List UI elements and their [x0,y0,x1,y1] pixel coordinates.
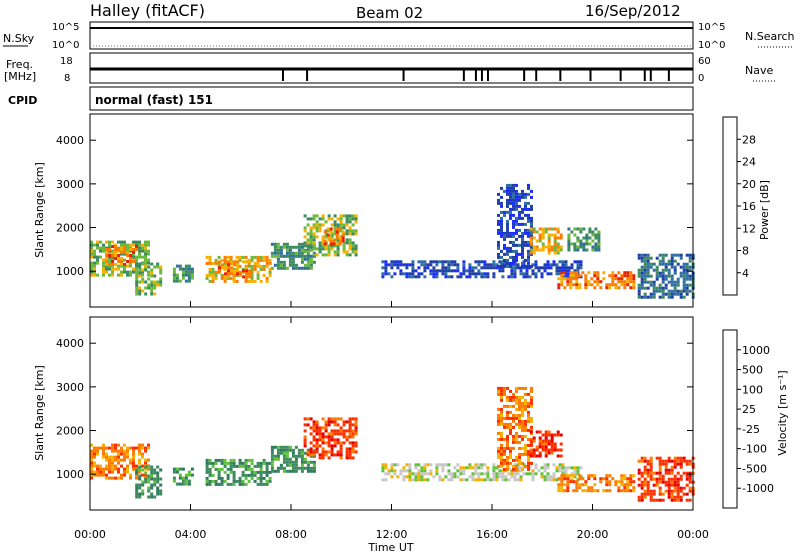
velocity-patch-2 [172,467,194,486]
nsky-label: N.Sky [3,32,35,45]
power-colorbar-tick-1: 8 [742,245,749,258]
power-colorbar-tick-0: 4 [742,267,749,280]
velocity-colorbar-tick-1: 500 [742,364,763,377]
power-patch-14 [637,253,695,299]
power-patch-2 [135,262,163,296]
power-patch-11 [529,227,563,255]
nsearch-label: N.Search [745,30,795,43]
velocity-patch-3 [205,458,272,486]
time-xlabel: Time UT [367,541,413,554]
freq-tick-bottom: 8 [64,73,70,84]
time-xtick-label-4: 16:00 [476,528,508,541]
date-title: 16/Sep/2012 [585,2,681,20]
power-patch-7 [303,214,358,257]
nsearch-tick-bottom: 10^0 [698,40,725,51]
velocity-patch-8 [529,430,563,458]
power-ytick-label-3: 4000 [56,134,84,147]
nave-tick-bottom: 0 [698,73,704,84]
time-xtick-label-0: 00:00 [74,528,106,541]
velocity-patch-1 [135,465,163,499]
velocity-patch-0 [90,443,150,480]
power-colorbar-tick-3: 16 [742,200,756,213]
velocity-ytick-label-2: 3000 [56,381,84,394]
power-patch-9 [381,260,583,279]
velocity-ytick-label-1: 2000 [56,425,84,438]
power-patch-5 [218,260,252,279]
nave-label: Nave [745,64,773,77]
power-colorbar-tick-4: 20 [742,178,756,191]
power-ylabel: Slant Range [km] [33,162,46,258]
cpid-label: CPID [8,94,37,107]
nsky-panel: N.Sky 10^5 10^0 10^5 10^0 N.Search [3,21,795,51]
time-xtick-label-5: 20:00 [577,528,609,541]
velocity-colorbar-tick-0: 1000 [742,344,770,357]
cpid-panel [89,86,694,111]
nave-tick-top: 60 [698,56,711,67]
power-patch-3 [172,264,194,283]
power-ytick-label-0: 1000 [56,265,84,278]
power-colorbar-label: Power [dB] [758,180,771,240]
velocity-patch-6 [381,463,583,482]
power-patch-12 [557,271,636,290]
velocity-colorbar-tick-2: 100 [742,383,763,396]
velocity-panel: 1000 2000 3000 4000 00:00 04:00 08:00 12:00 16:… [33,301,709,554]
power-panel: 1000 2000 3000 4000 Slant Range [km] [33,113,695,308]
beam-title: Beam 02 [356,4,423,22]
velocity-colorbar: 1000 500 100 25 -25 -100 -500 -1000 Velocity [m… [722,329,789,509]
velocity-patch-10 [637,456,695,502]
velocity-colorbar-tick-7: -1000 [742,482,774,495]
station-title: Halley (fitACF) [90,1,205,20]
velocity-colorbar-tick-3: 25 [742,403,756,416]
time-xtick-label-1: 04:00 [175,528,207,541]
velocity-ytick-label-3: 4000 [56,337,84,350]
cpid-value: normal (fast) 151 [95,93,213,107]
nsky-tick-top: 10^5 [52,22,79,33]
power-ytick-label-2: 3000 [56,178,84,191]
freq-tick-top: 18 [60,56,73,67]
velocity-colorbar-tick-4: -25 [742,423,760,436]
freq-label-line2: [MHz] [4,70,36,83]
velocity-patch-4 [270,445,316,473]
freq-label-line1: Freq. [6,58,33,71]
velocity-colorbar-tick-6: -500 [742,462,767,475]
power-colorbar: 4 8 12 16 20 24 28 Power [dB] [722,116,771,296]
velocity-patch-5 [303,417,358,460]
velocity-colorbar-tick-5: -100 [742,443,767,456]
power-patch-1 [105,245,139,266]
freq-panel: Freq. [MHz] 18 8 60 0 Nave [4,52,775,84]
power-ytick-label-1: 2000 [56,222,84,235]
time-xtick-label-3: 12:00 [376,528,408,541]
power-colorbar-tick-6: 28 [742,133,756,146]
power-colorbar-tick-5: 24 [742,156,756,169]
power-colorbar-tick-2: 12 [742,222,756,235]
power-patch-10 [497,183,533,268]
velocity-patch-7 [497,386,533,471]
velocity-colorbar-label: Velocity [m s⁻¹] [776,370,789,455]
velocity-patch-9 [557,474,636,493]
nsky-tick-bottom: 10^0 [52,40,79,51]
velocity-ylabel: Slant Range [km] [33,365,46,461]
time-xtick-label-6: 00:00 [677,528,709,541]
time-xtick-label-2: 08:00 [275,528,307,541]
power-patch-13 [567,227,601,252]
velocity-ytick-label-0: 1000 [56,468,84,481]
power-patch-8 [323,227,345,246]
nsearch-tick-top: 10^5 [698,22,725,33]
nave-trace [281,69,670,81]
